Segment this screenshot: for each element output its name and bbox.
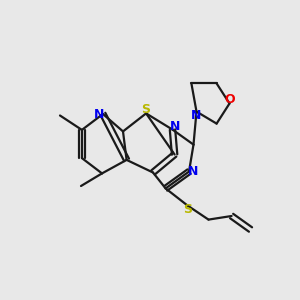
Text: S: S	[142, 103, 151, 116]
Text: N: N	[191, 109, 202, 122]
Text: N: N	[188, 165, 198, 178]
Text: N: N	[170, 120, 181, 133]
Text: N: N	[94, 107, 104, 121]
Text: O: O	[224, 93, 235, 106]
Text: S: S	[183, 202, 192, 216]
